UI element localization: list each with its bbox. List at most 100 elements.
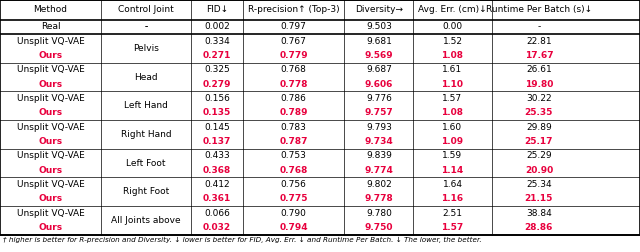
Text: 2.51: 2.51 (442, 209, 463, 218)
Text: 0.00: 0.00 (442, 22, 463, 31)
Text: 1.09: 1.09 (442, 137, 463, 146)
Text: 0.066: 0.066 (204, 209, 230, 218)
Text: 9.774: 9.774 (364, 166, 394, 175)
Text: 0.271: 0.271 (203, 51, 231, 60)
Text: Avg. Err. (cm)↓: Avg. Err. (cm)↓ (418, 5, 487, 14)
Text: Head: Head (134, 73, 157, 82)
Text: 9.681: 9.681 (366, 37, 392, 46)
Text: 1.16: 1.16 (442, 195, 463, 204)
Text: -: - (144, 22, 148, 31)
Text: 9.734: 9.734 (365, 137, 393, 146)
Text: Ours: Ours (38, 137, 63, 146)
Text: 26.61: 26.61 (526, 65, 552, 74)
Text: 0.753: 0.753 (281, 151, 307, 161)
Text: Ours: Ours (38, 51, 63, 60)
Text: 9.802: 9.802 (366, 180, 392, 189)
Text: 9.780: 9.780 (366, 209, 392, 218)
Text: 0.783: 0.783 (281, 123, 307, 132)
Text: 25.17: 25.17 (525, 137, 553, 146)
Text: 1.60: 1.60 (442, 123, 463, 132)
Text: 9.839: 9.839 (366, 151, 392, 161)
Text: Unsplit VQ-VAE: Unsplit VQ-VAE (17, 151, 84, 161)
Text: † higher is better for R-precision and Diversity. ↓ lower is better for FID, Avg: † higher is better for R-precision and D… (3, 237, 482, 243)
Text: 25.29: 25.29 (526, 151, 552, 161)
Text: 1.08: 1.08 (442, 51, 463, 60)
Text: 17.67: 17.67 (525, 51, 553, 60)
Text: 1.64: 1.64 (442, 180, 463, 189)
Text: Right Foot: Right Foot (123, 187, 169, 196)
Text: Ours: Ours (38, 108, 63, 117)
Text: Runtime Per Batch (s)↓: Runtime Per Batch (s)↓ (486, 5, 592, 14)
Text: Left Foot: Left Foot (126, 159, 166, 168)
Text: Diversity→: Diversity→ (355, 5, 403, 14)
Text: Unsplit VQ-VAE: Unsplit VQ-VAE (17, 65, 84, 74)
Text: Unsplit VQ-VAE: Unsplit VQ-VAE (17, 209, 84, 218)
Text: 0.756: 0.756 (281, 180, 307, 189)
Text: Unsplit VQ-VAE: Unsplit VQ-VAE (17, 94, 84, 103)
Text: 30.22: 30.22 (526, 94, 552, 103)
Text: 1.52: 1.52 (442, 37, 463, 46)
Text: 0.368: 0.368 (203, 166, 231, 175)
Text: Left Hand: Left Hand (124, 101, 168, 110)
Text: 9.569: 9.569 (365, 51, 393, 60)
Text: 0.145: 0.145 (204, 123, 230, 132)
Text: 1.10: 1.10 (442, 80, 463, 89)
Text: 0.789: 0.789 (280, 108, 308, 117)
Text: 0.002: 0.002 (204, 22, 230, 31)
Text: 0.786: 0.786 (281, 94, 307, 103)
Text: 9.757: 9.757 (365, 108, 393, 117)
Text: Ours: Ours (38, 166, 63, 175)
Text: 1.57: 1.57 (442, 94, 463, 103)
Text: Unsplit VQ-VAE: Unsplit VQ-VAE (17, 123, 84, 132)
Text: 0.768: 0.768 (280, 166, 308, 175)
Text: R-precision↑ (Top-3): R-precision↑ (Top-3) (248, 5, 340, 14)
Text: All Joints above: All Joints above (111, 216, 180, 225)
Text: 1.61: 1.61 (442, 65, 463, 74)
Text: 9.776: 9.776 (366, 94, 392, 103)
Text: Ours: Ours (38, 223, 63, 232)
Text: Unsplit VQ-VAE: Unsplit VQ-VAE (17, 37, 84, 46)
Text: 0.325: 0.325 (204, 65, 230, 74)
Text: 0.787: 0.787 (280, 137, 308, 146)
Text: Method: Method (33, 5, 68, 14)
Text: 0.768: 0.768 (281, 65, 307, 74)
Text: Unsplit VQ-VAE: Unsplit VQ-VAE (17, 180, 84, 189)
Text: 0.279: 0.279 (203, 80, 231, 89)
Text: Pelvis: Pelvis (133, 44, 159, 53)
Text: 0.156: 0.156 (204, 94, 230, 103)
Text: 19.80: 19.80 (525, 80, 553, 89)
Text: 9.793: 9.793 (366, 123, 392, 132)
Text: 0.797: 0.797 (281, 22, 307, 31)
Text: FID↓: FID↓ (206, 5, 228, 14)
Text: Real: Real (41, 22, 60, 31)
Text: 9.606: 9.606 (365, 80, 393, 89)
Text: 1.14: 1.14 (442, 166, 463, 175)
Text: 0.778: 0.778 (280, 80, 308, 89)
Text: -: - (144, 22, 148, 31)
Text: 25.34: 25.34 (526, 180, 552, 189)
Text: 28.86: 28.86 (525, 223, 553, 232)
Text: 25.35: 25.35 (525, 108, 553, 117)
Text: 0.137: 0.137 (203, 137, 231, 146)
Text: 9.687: 9.687 (366, 65, 392, 74)
Text: 0.794: 0.794 (280, 223, 308, 232)
Text: 22.81: 22.81 (526, 37, 552, 46)
Text: 0.790: 0.790 (281, 209, 307, 218)
Text: -: - (537, 22, 541, 31)
Text: 1.57: 1.57 (442, 223, 463, 232)
Text: 0.361: 0.361 (203, 195, 231, 204)
Text: 9.778: 9.778 (365, 195, 393, 204)
Text: 1.08: 1.08 (442, 108, 463, 117)
Text: 38.84: 38.84 (526, 209, 552, 218)
Text: Ours: Ours (38, 80, 63, 89)
Text: 9.503: 9.503 (366, 22, 392, 31)
Text: 0.412: 0.412 (204, 180, 230, 189)
Text: 0.767: 0.767 (281, 37, 307, 46)
Text: 0.032: 0.032 (203, 223, 231, 232)
Text: 0.779: 0.779 (280, 51, 308, 60)
Text: 0.433: 0.433 (204, 151, 230, 161)
Text: 9.750: 9.750 (365, 223, 393, 232)
Text: 0.135: 0.135 (203, 108, 231, 117)
Text: Ours: Ours (38, 195, 63, 204)
Text: 29.89: 29.89 (526, 123, 552, 132)
